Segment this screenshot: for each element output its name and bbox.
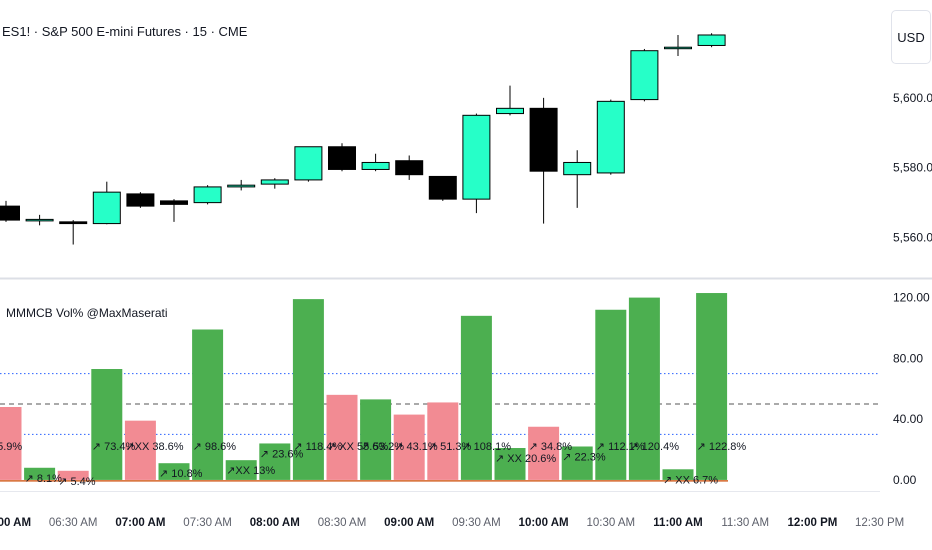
time-tick-label: 07:00 AM (115, 517, 165, 529)
time-tick-label: 10:30 AM (587, 517, 636, 529)
candle-bearish[interactable] (428, 175, 457, 200)
volume-percent-bar[interactable] (696, 293, 728, 480)
volume-percent-bar[interactable] (460, 315, 492, 480)
volume-percent-bar[interactable] (595, 309, 627, 480)
candle-bullish[interactable] (630, 50, 659, 101)
volume-percent-label: ↗ 10.8% (159, 468, 203, 480)
price-pane (0, 33, 726, 245)
time-tick-label: 08:30 AM (318, 517, 367, 529)
volume-percent-label: ↗ 23.6% (260, 448, 304, 460)
volume-percent-label: ↗ XX 6.7% (663, 474, 718, 486)
price-tick-label: 5,580.00 (893, 161, 932, 175)
volume-percent-pane: 45.9% ↗ 8.1%↗ 5.4% ↗ 73.4%↗XX 38.6% ↗ 10.8%… (0, 293, 880, 488)
candle-bullish[interactable] (92, 191, 121, 225)
time-tick-label: 12:00 PM (787, 517, 837, 529)
volume-percent-bar[interactable] (561, 446, 593, 480)
candle-bullish[interactable] (496, 107, 524, 115)
candle-bearish[interactable] (59, 221, 88, 225)
volume-percent-bar[interactable] (360, 399, 392, 480)
volume-percent-bar[interactable] (662, 469, 694, 480)
volume-percent-label: ↗ 8.1% (25, 473, 63, 485)
candle-bullish[interactable] (193, 186, 222, 204)
symbol-title[interactable]: ES1! · S&P 500 E-mini Futures · 15 · CME (2, 24, 248, 39)
time-axis[interactable]: 06:00 AM 06:30 AM 07:00 AM 07:30 AM 08:00 AM… (0, 517, 904, 529)
volume-percent-bar[interactable] (192, 329, 224, 480)
volume-percent-bar[interactable] (427, 402, 459, 480)
candle-bullish[interactable] (697, 34, 726, 46)
candle-bearish[interactable] (328, 146, 356, 170)
volume-percent-tick-label: 80.00 (893, 351, 923, 365)
volume-percent-bar[interactable] (292, 299, 324, 480)
volume-percent-bar[interactable] (628, 297, 660, 480)
volume-percent-label: ↗ XX 20.6% (495, 453, 556, 465)
candle-bullish[interactable] (664, 46, 692, 50)
candle-bearish[interactable] (529, 107, 558, 172)
candle-bullish[interactable] (227, 184, 256, 188)
volume-percent-bar[interactable] (326, 394, 358, 480)
volume-percent-bar[interactable] (158, 463, 190, 480)
volume-percent-label: ↗ 34.8% (529, 441, 573, 453)
volume-percent-label: ↗ 53.2% (361, 441, 405, 453)
candle-bullish[interactable] (462, 114, 491, 200)
candle-bullish[interactable] (294, 146, 323, 181)
volume-percent-axis[interactable]: 0.00 40.00 80.00 120.00 (893, 291, 930, 487)
price-axis[interactable]: 5,560.00 5,580.00 5,600.00 (893, 91, 932, 245)
volume-percent-label: ↗ 118.4% (293, 441, 342, 453)
volume-percent-label: ↗ 5.4% (58, 476, 96, 488)
candle-bullish[interactable] (361, 161, 390, 170)
volume-percent-label: ↗ 51.3% (428, 441, 472, 453)
candle-bearish[interactable] (126, 193, 155, 207)
volume-percent-bar[interactable] (0, 406, 22, 480)
time-tick-label: 11:00 AM (653, 517, 702, 529)
volume-percent-bar[interactable] (225, 460, 257, 480)
volume-percent-label: 45.9% (0, 441, 22, 453)
volume-percent-bar[interactable] (259, 443, 291, 480)
candle-bullish[interactable] (563, 161, 592, 176)
volume-percent-label: ↗ 98.6% (193, 441, 237, 453)
volume-percent-label: ↗ 22.3% (562, 451, 606, 463)
volume-percent-bar[interactable] (91, 369, 123, 480)
candle-bullish[interactable] (260, 179, 289, 185)
indicator-title[interactable]: MMMCB Vol% @MaxMaserati (6, 306, 168, 320)
volume-percent-tick-label: 120.00 (893, 291, 930, 305)
volume-percent-bar[interactable] (494, 448, 526, 480)
volume-percent-tick-label: 0.00 (893, 473, 917, 487)
volume-percent-bar[interactable] (24, 467, 56, 480)
time-tick-label: 06:30 AM (49, 517, 98, 529)
time-tick-label: 11:30 AM (721, 517, 769, 529)
volume-percent-label: ↗ 73.4% (92, 441, 136, 453)
volume-percent-label: ↗XX 38.6% (125, 441, 183, 453)
time-tick-label: 09:00 AM (384, 517, 434, 529)
candle-bullish[interactable] (25, 218, 54, 222)
volume-percent-tick-label: 40.00 (893, 412, 923, 426)
time-tick-label: 09:30 AM (452, 517, 501, 529)
volume-percent-bar[interactable] (124, 420, 156, 480)
volume-percent-label: ↗ 122.8% (697, 441, 747, 453)
volume-percent-label: ↗ 43.1% (394, 441, 438, 453)
time-tick-label: 10:00 AM (519, 517, 569, 529)
time-tick-label: 07:30 AM (183, 517, 232, 529)
candle-bullish[interactable] (596, 100, 625, 174)
time-tick-label: 12:30 PM (855, 517, 904, 529)
volume-percent-label: ↗XX 13% (226, 465, 275, 477)
candle-bearish[interactable] (0, 205, 20, 221)
volume-percent-label: ↗ 112.1% (596, 441, 645, 453)
candle-bearish[interactable] (395, 160, 424, 176)
volume-percent-bar[interactable] (528, 426, 560, 480)
volume-percent-bar[interactable] (393, 414, 425, 480)
volume-percent-label: ↗ 120.4% (629, 441, 679, 453)
time-tick-label: 06:00 AM (0, 517, 31, 529)
price-tick-label: 5,600.00 (893, 91, 932, 105)
volume-percent-label: ↗ XX 55.6% (327, 441, 388, 453)
time-tick-label: 08:00 AM (250, 517, 300, 529)
currency-button[interactable]: USD (891, 10, 931, 64)
volume-percent-bar[interactable] (57, 470, 89, 480)
volume-percent-label: ↗ 108.1% (461, 441, 511, 453)
candle-bearish[interactable] (160, 200, 188, 205)
price-tick-label: 5,560.00 (893, 231, 932, 245)
